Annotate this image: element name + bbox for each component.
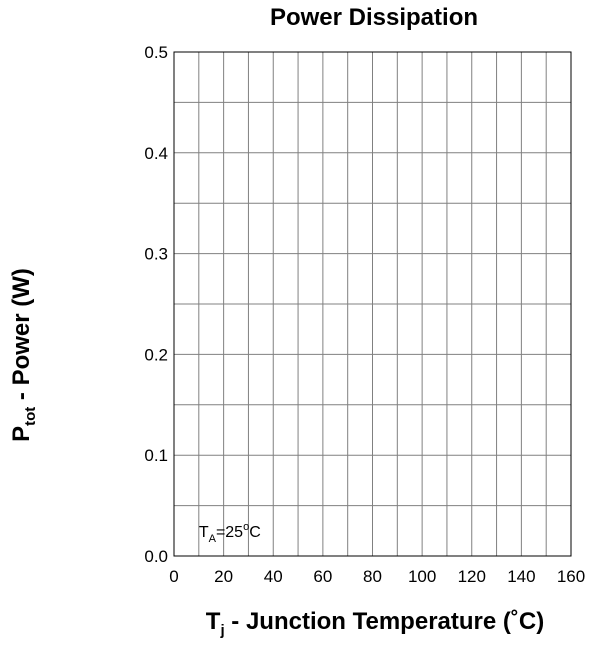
y-tick-label: 0.3 — [144, 245, 168, 264]
y-tick-label: 0.4 — [144, 144, 168, 163]
chart-grid — [174, 52, 571, 556]
y-tick-label: 0.2 — [144, 345, 168, 364]
x-tick-label: 160 — [557, 567, 585, 586]
y-tick-label: 0.5 — [144, 43, 168, 62]
y-tick-label: 0.1 — [144, 446, 168, 465]
x-axis-label-sub: j — [220, 621, 225, 639]
ambient-temperature-annotation: TA=25oC — [199, 521, 261, 545]
x-axis-label: Tj - Junction Temperature (˚C) — [160, 608, 590, 639]
y-tick-labels: 0.0 0.1 0.2 0.3 0.4 0.5 — [144, 43, 168, 566]
chart-title: Power Dissipation — [269, 4, 479, 31]
plot-area-frame — [173, 51, 572, 557]
x-tick-label: 120 — [458, 567, 486, 586]
x-tick-label: 40 — [264, 567, 283, 586]
x-tick-label: 60 — [313, 567, 332, 586]
x-axis-label-rest: - Junction Temperature (˚C) — [224, 608, 545, 635]
x-tick-label: 80 — [363, 567, 382, 586]
x-tick-label: 0 — [169, 567, 178, 586]
x-tick-label: 140 — [507, 567, 535, 586]
x-axis-label-main: T — [205, 608, 221, 635]
annotation-text: TA=25oC — [199, 521, 261, 545]
x-tick-labels: 0 20 40 60 80 100 120 140 160 — [169, 567, 585, 586]
x-tick-label: 20 — [214, 567, 233, 586]
y-tick-label: 0.0 — [144, 547, 168, 566]
x-tick-label: 100 — [408, 567, 436, 586]
